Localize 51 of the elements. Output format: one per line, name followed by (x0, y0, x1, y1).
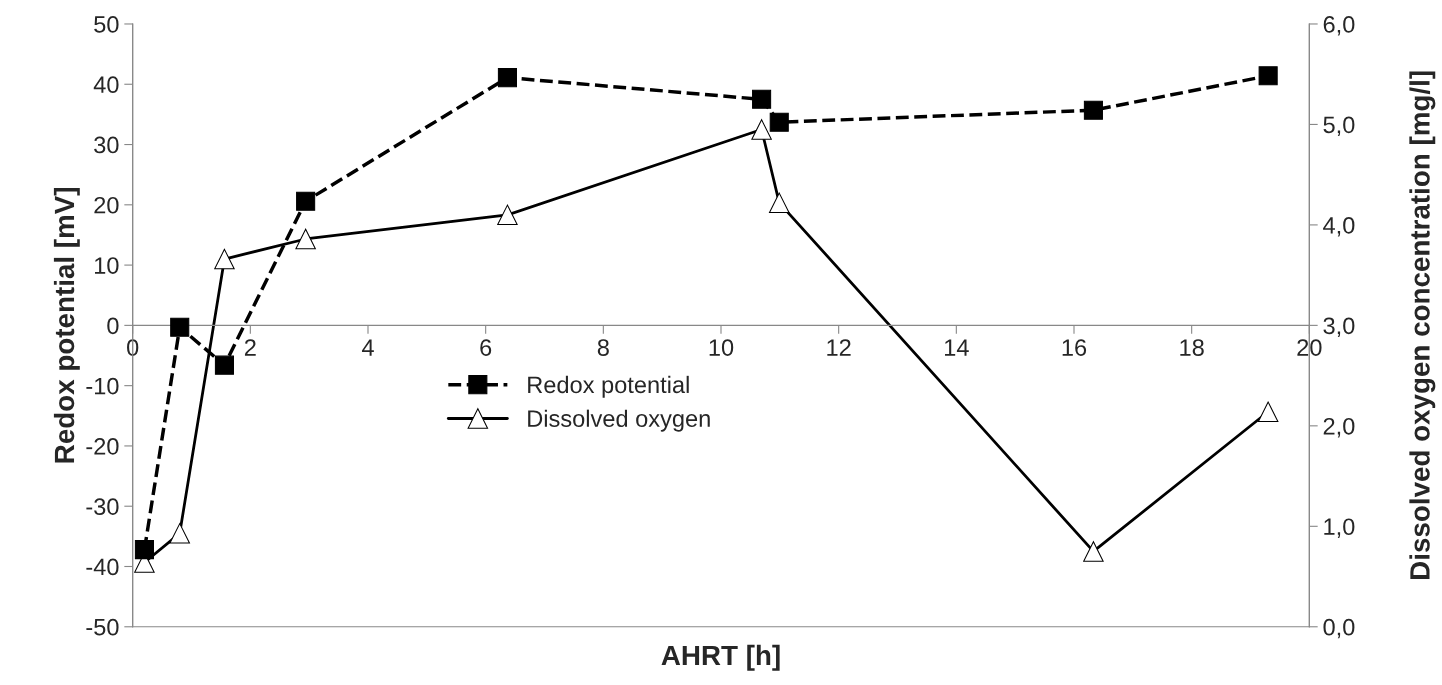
y-tick-label: -20 (86, 438, 119, 455)
x-tick-label: 16 (1062, 339, 1087, 356)
x-tick-label: 0 (127, 339, 139, 356)
x-tick-label: 8 (597, 339, 609, 356)
x-tick-label: 20 (1297, 339, 1322, 356)
legend-label: Redox potential (528, 375, 689, 398)
x-axis-title: AHRT [h] (661, 644, 780, 671)
y2-tick-label: 4,0 (1323, 216, 1355, 237)
legend-label: Dissolved oxygen (528, 409, 710, 432)
y2-axis-title: Dissolved oxygen concentration [mg/l] (1409, 71, 1436, 579)
point (1083, 541, 1104, 562)
point (1083, 100, 1103, 120)
y-tick-label: -10 (86, 377, 119, 395)
y2-tick-label: 2,0 (1323, 417, 1355, 438)
y-tick-label: 40 (93, 76, 119, 94)
y-tick-label: 30 (94, 136, 119, 154)
point (214, 355, 234, 375)
point (751, 119, 772, 140)
y-axis-title: Redox potential [mV] (53, 188, 80, 463)
y-tick-label: 50 (94, 16, 119, 33)
y-tick-label: -40 (86, 558, 119, 576)
y-tick-label: -50 (86, 618, 119, 636)
x-tick-label: 18 (1180, 339, 1204, 356)
x-tick-label: 10 (709, 339, 734, 356)
y-tick-label: 0 (107, 317, 119, 335)
y-tick-label: -30 (86, 498, 119, 515)
point (296, 191, 316, 211)
x-tick-label: 2 (244, 339, 256, 356)
point (769, 112, 789, 132)
y2-tick-label: 5,0 (1323, 116, 1355, 137)
point (169, 523, 190, 544)
point (1257, 401, 1279, 423)
x-tick-label: 12 (827, 339, 851, 356)
point (134, 540, 154, 560)
point (214, 248, 235, 270)
point (170, 317, 190, 337)
y2-tick-label: 0,0 (1323, 618, 1355, 639)
point (497, 204, 518, 226)
point (769, 192, 790, 214)
point (295, 228, 316, 250)
y-tick-label: 20 (94, 196, 119, 214)
y2-tick-label: 3,0 (1323, 317, 1355, 337)
x-tick-label: 6 (480, 339, 492, 356)
point (497, 68, 517, 88)
x-tick-label: 4 (361, 339, 374, 356)
y-tick-label: 10 (95, 257, 119, 274)
point (752, 89, 772, 109)
y2-tick-label: 6,0 (1323, 16, 1355, 36)
x-tick-label: 14 (945, 339, 969, 356)
y2-tick-label: 1,0 (1324, 518, 1355, 538)
point (1258, 66, 1278, 86)
